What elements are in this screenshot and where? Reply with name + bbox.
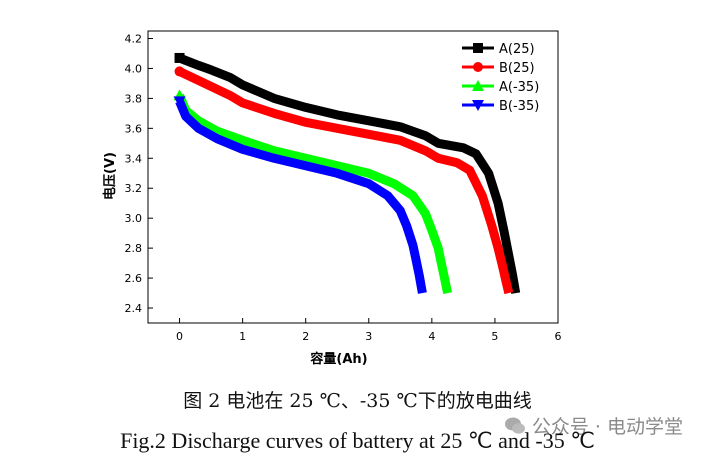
y-tick-label: 3.8 <box>125 92 143 105</box>
watermark: 公众号 · 电动学堂 <box>504 412 683 439</box>
legend-label: A(25) <box>499 42 535 57</box>
wechat-icon <box>504 417 525 434</box>
x-tick-label: 1 <box>239 330 246 343</box>
x-tick-label: 6 <box>555 330 562 343</box>
legend-marker <box>473 62 483 72</box>
series-line <box>177 53 521 294</box>
legend-label: B(-35) <box>499 99 539 114</box>
x-tick-label: 0 <box>176 330 183 343</box>
legend: A(25) B(25) A(-35) B(-35) <box>462 42 539 114</box>
series-B(25) <box>174 66 514 295</box>
series-B(-35) <box>173 96 427 294</box>
watermark-text: 公众号 · 电动学堂 <box>531 416 683 438</box>
series-start-marker <box>173 96 186 108</box>
plot-frame <box>147 30 559 324</box>
discharge-chart: 0 1 2 3 4 5 6 2.4 2.6 2.8 3.0 3.2 3.4 3.6 3.8 4.0 4.2 A(… <box>102 30 562 367</box>
series-A(25) <box>174 52 521 294</box>
y-tick-label: 3.2 <box>125 182 143 195</box>
legend-marker <box>472 100 484 111</box>
legend-entry: B(-35) <box>462 99 539 114</box>
y-tick-label: 3.0 <box>125 212 143 225</box>
y-tick-label: 3.4 <box>125 152 143 165</box>
legend-entry: A(25) <box>462 42 535 57</box>
legend-label: B(25) <box>499 61 535 76</box>
legend-entry: B(25) <box>462 61 535 76</box>
legend-marker <box>473 43 483 53</box>
y-tick-label: 2.4 <box>125 302 143 315</box>
y-axis-label: 电压(V) <box>102 152 118 200</box>
y-tick-label: 4.0 <box>125 62 143 75</box>
x-tick-label: 5 <box>491 330 498 343</box>
legend-marker <box>472 80 484 91</box>
series-start-marker <box>174 52 185 63</box>
series-line <box>175 99 427 294</box>
x-tick-label: 4 <box>428 330 435 343</box>
caption-chinese: 图 2 电池在 25 ℃、-35 ℃下的放电曲线 <box>183 390 532 412</box>
x-tick-label: 2 <box>302 330 309 343</box>
y-tick-label: 2.6 <box>125 272 143 285</box>
y-tick-label: 3.6 <box>125 122 143 135</box>
x-tick-label: 3 <box>365 330 372 343</box>
y-tick-label: 4.2 <box>125 32 143 45</box>
series-line <box>177 67 514 295</box>
series-line <box>175 93 453 295</box>
legend-label: A(-35) <box>499 80 539 95</box>
series-start-marker <box>174 66 185 77</box>
caption-english: Fig.2 Discharge curves of battery at 25 … <box>120 428 595 453</box>
x-axis-label: 容量(Ah) <box>309 351 367 367</box>
legend-entry: A(-35) <box>462 80 539 95</box>
y-tick-label: 2.8 <box>125 242 143 255</box>
